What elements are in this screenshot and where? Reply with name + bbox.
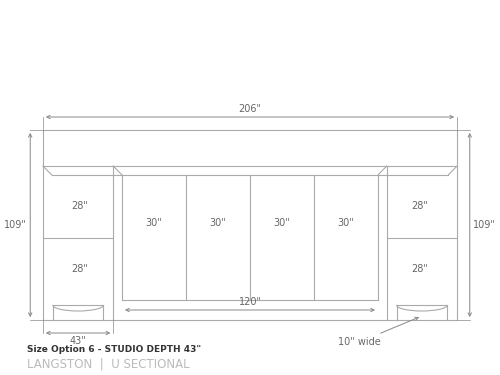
- Text: 30": 30": [274, 219, 290, 228]
- Text: 43": 43": [70, 336, 86, 346]
- Text: 28": 28": [412, 201, 428, 211]
- Text: 30": 30": [338, 219, 354, 228]
- Text: 10" wide: 10" wide: [338, 317, 418, 347]
- Bar: [43, 130, 457, 320]
- Text: LANGSTON  |  U SECTIONAL: LANGSTON | U SECTIONAL: [28, 357, 190, 370]
- Text: 109": 109": [4, 220, 28, 230]
- Text: 30": 30": [210, 219, 226, 228]
- Text: 109": 109": [472, 220, 496, 230]
- Text: 28": 28": [72, 264, 88, 274]
- Text: 30": 30": [146, 219, 162, 228]
- Text: 206": 206": [238, 104, 262, 114]
- Text: 28": 28": [72, 201, 88, 211]
- Text: 28": 28": [412, 264, 428, 274]
- Text: 120": 120": [238, 297, 262, 307]
- Text: Size Option 6 - STUDIO DEPTH 43": Size Option 6 - STUDIO DEPTH 43": [28, 345, 202, 354]
